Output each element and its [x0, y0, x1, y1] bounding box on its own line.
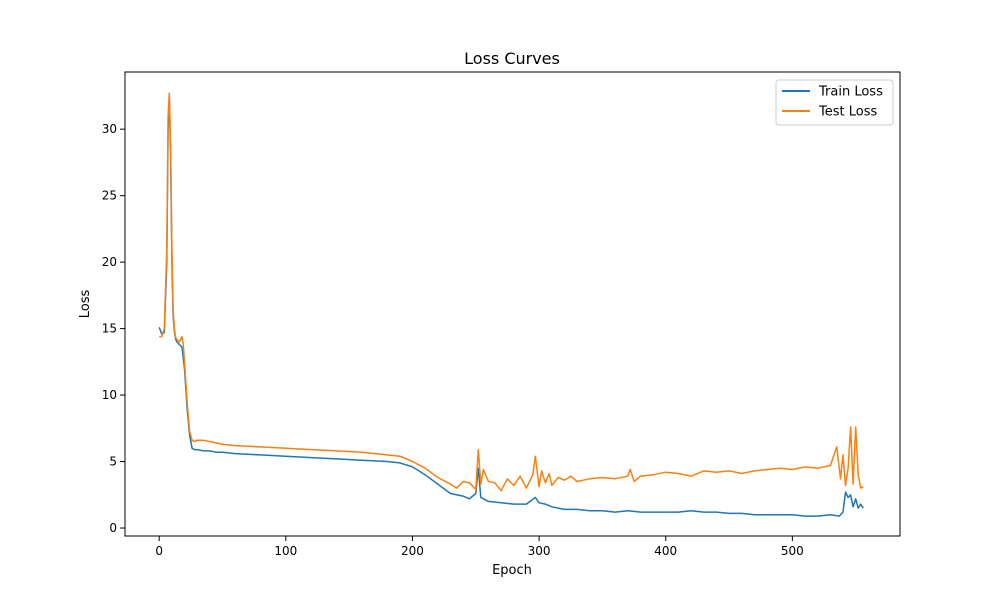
- legend-label: Train Loss: [818, 85, 883, 100]
- y-tick-label: 30: [102, 122, 117, 136]
- x-axis-label: Epoch: [492, 563, 532, 578]
- x-tick-label: 300: [528, 544, 551, 558]
- legend: Train Loss Test Loss: [775, 79, 894, 126]
- x-tick-label: 400: [654, 544, 677, 558]
- series-layer: [158, 92, 864, 517]
- x-tick-label: 200: [401, 544, 424, 558]
- x-tick-label: 500: [781, 544, 804, 558]
- plot-frame: [124, 71, 901, 537]
- y-axis-label: Loss: [78, 290, 93, 319]
- y-tick-label: 10: [102, 388, 117, 402]
- y-axis: 0 5 10 15 20 25 30: [102, 122, 125, 535]
- x-tick-label: 0: [155, 544, 163, 558]
- y-tick-label: 5: [109, 455, 117, 469]
- legend-label: Test Loss: [818, 105, 877, 120]
- series-line-test-loss: [159, 92, 864, 492]
- y-tick-label: 15: [102, 322, 117, 336]
- x-axis: 0 100 200 300 400 500: [155, 536, 804, 558]
- y-tick-label: 25: [102, 189, 117, 203]
- y-tick-label: 0: [109, 521, 117, 535]
- x-tick-label: 100: [274, 544, 297, 558]
- y-tick-label: 20: [102, 255, 117, 269]
- chart-title: Loss Curves: [464, 49, 560, 68]
- series-line-train-loss: [158, 93, 864, 517]
